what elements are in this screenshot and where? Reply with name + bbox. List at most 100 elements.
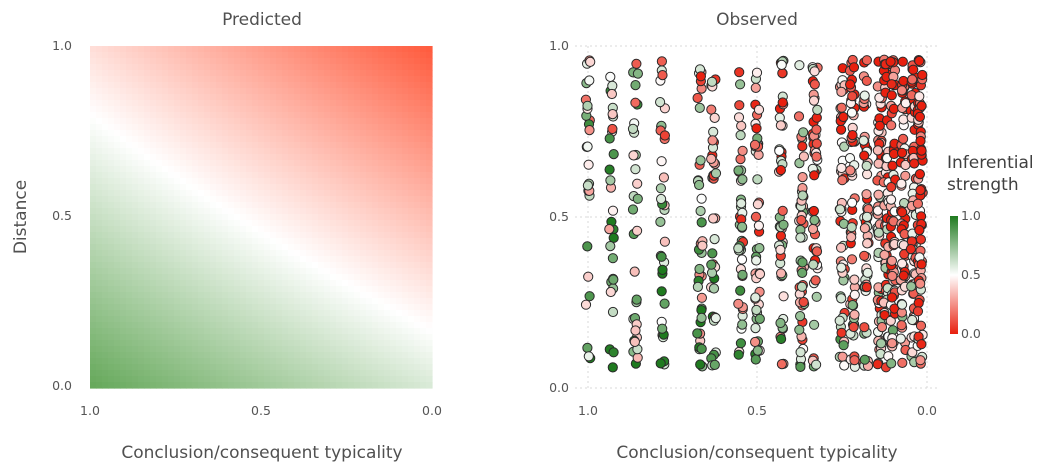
heatmap-cell (318, 106, 325, 113)
heatmap-cell (102, 46, 109, 53)
heatmap-cell (378, 118, 385, 125)
heatmap-cell (396, 298, 403, 305)
heatmap-cell (426, 46, 433, 53)
heatmap-cell (378, 76, 385, 83)
heatmap-cell (360, 142, 367, 149)
heatmap-cell (102, 130, 109, 137)
heatmap-cell (114, 220, 121, 227)
heatmap-cell (348, 190, 355, 197)
heatmap-cell (384, 256, 391, 263)
heatmap-cell (282, 370, 289, 377)
data-point (776, 59, 787, 71)
heatmap-cell (186, 214, 193, 221)
heatmap-cell (318, 178, 325, 185)
heatmap-cell (390, 166, 397, 173)
heatmap-cell (294, 64, 301, 71)
heatmap-cell (426, 94, 433, 101)
heatmap-cell (384, 364, 391, 371)
heatmap-cell (204, 334, 211, 341)
heatmap-cell (246, 298, 253, 305)
heatmap-cell (360, 340, 367, 347)
heatmap-cell (426, 166, 433, 173)
heatmap-cell (162, 178, 169, 185)
heatmap-cell (330, 142, 337, 149)
data-point (794, 324, 805, 335)
heatmap-cell (108, 196, 115, 203)
data-point (754, 313, 765, 324)
heatmap-cell (378, 340, 385, 347)
heatmap-cell (126, 328, 133, 335)
data-point (862, 169, 873, 180)
data-point (900, 170, 911, 181)
heatmap-cell (408, 82, 415, 89)
heatmap-cell (336, 244, 343, 251)
heatmap-cell (228, 262, 235, 269)
heatmap-cell (312, 304, 319, 311)
heatmap-cell (258, 256, 265, 263)
data-point (632, 225, 643, 236)
heatmap-cell (300, 214, 307, 221)
heatmap-cell (138, 136, 145, 143)
heatmap-cell (180, 298, 187, 305)
heatmap-cell (414, 244, 421, 251)
heatmap-cell (174, 118, 181, 125)
heatmap-cell (414, 112, 421, 119)
heatmap-cell (204, 190, 211, 197)
heatmap-cell (120, 154, 127, 161)
heatmap-cell (396, 340, 403, 347)
heatmap-cell (282, 364, 289, 371)
data-point (898, 114, 909, 125)
heatmap-cell (126, 370, 133, 377)
heatmap-cell (144, 172, 151, 179)
heatmap-cell (252, 274, 259, 281)
heatmap-cell (108, 112, 115, 119)
heatmap-cell (192, 52, 199, 59)
heatmap-cell (396, 382, 403, 389)
heatmap-cell (252, 340, 259, 347)
heatmap-cell (288, 292, 295, 299)
heatmap-cell (174, 298, 181, 305)
heatmap-cell (240, 172, 247, 179)
heatmap-cell (306, 262, 313, 269)
heatmap-cell (396, 274, 403, 281)
heatmap-cell (312, 58, 319, 65)
heatmap-cell (402, 268, 409, 275)
heatmap-cell (210, 310, 217, 317)
heatmap-cell (216, 370, 223, 377)
heatmap-cell (96, 64, 103, 71)
heatmap-cell (210, 58, 217, 65)
heatmap-cell (222, 190, 229, 197)
heatmap-cell (300, 100, 307, 107)
heatmap-cell (288, 130, 295, 137)
heatmap-cell (336, 136, 343, 143)
heatmap-cell (252, 250, 259, 257)
heatmap-cell (168, 130, 175, 137)
heatmap-cell (306, 130, 313, 137)
heatmap-cell (198, 52, 205, 59)
heatmap-cell (96, 382, 103, 389)
heatmap-cell (402, 178, 409, 185)
heatmap-cell (390, 244, 397, 251)
heatmap-cell (192, 226, 199, 233)
heatmap-cell (174, 334, 181, 341)
heatmap-cell (228, 352, 235, 359)
heatmap-cell (222, 352, 229, 359)
heatmap-cell (342, 166, 349, 173)
heatmap-cell (300, 208, 307, 215)
heatmap-cell (186, 154, 193, 161)
heatmap-cell (420, 190, 427, 197)
heatmap-cell (174, 226, 181, 233)
heatmap-cell (120, 178, 127, 185)
heatmap-cell (252, 106, 259, 113)
heatmap-cell (294, 370, 301, 377)
heatmap-cell (186, 202, 193, 209)
heatmap-cell (378, 286, 385, 293)
heatmap-cell (174, 346, 181, 353)
heatmap-cell (378, 64, 385, 71)
heatmap-cell (354, 328, 361, 335)
heatmap-cell (276, 196, 283, 203)
heatmap-cell (186, 196, 193, 203)
heatmap-cell (264, 274, 271, 281)
data-point (696, 193, 707, 204)
heatmap-cell (402, 298, 409, 305)
